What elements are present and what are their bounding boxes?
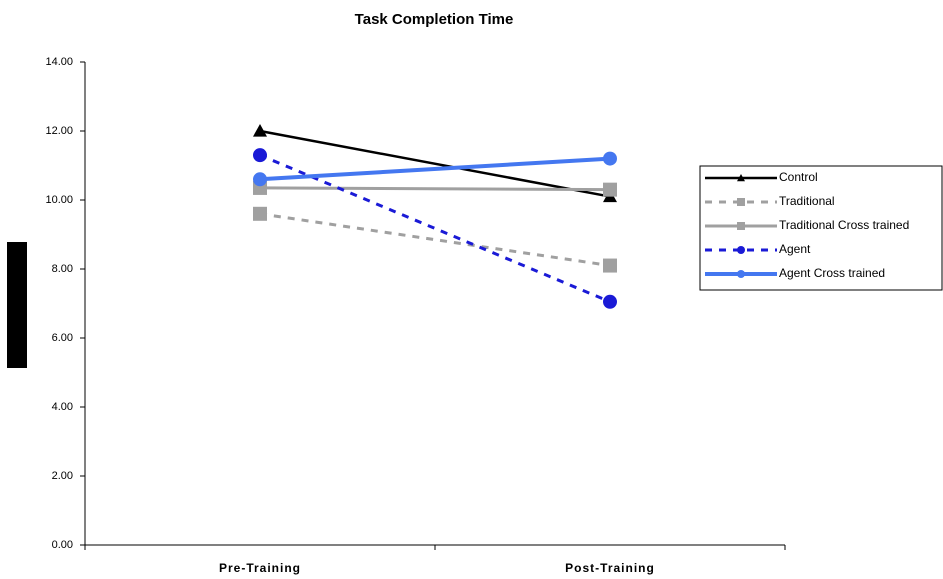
legend-marker — [737, 270, 745, 278]
data-point — [253, 148, 267, 163]
x-tick-label: Post-Training — [565, 561, 655, 575]
y-tick-label: 0.00 — [52, 539, 73, 551]
data-point — [603, 182, 617, 197]
data-point — [603, 294, 617, 309]
legend-marker — [737, 198, 745, 206]
y-tick-label: 6.00 — [52, 332, 73, 344]
legend-label: Control — [779, 170, 818, 184]
series-line — [259, 129, 611, 198]
series-line — [259, 186, 611, 192]
legend-label: Traditional Cross trained — [779, 218, 909, 232]
x-tick-label: Pre-Training — [219, 561, 301, 575]
data-point — [253, 172, 267, 187]
y-tick-label: 14.00 — [45, 56, 73, 68]
data-point — [253, 206, 267, 221]
series-line — [259, 212, 611, 268]
legend-marker — [737, 222, 745, 230]
legend-label: Traditional — [779, 194, 835, 208]
y-tick-label: 8.00 — [52, 263, 73, 275]
y-tick-label: 2.00 — [52, 470, 73, 482]
data-point — [603, 258, 617, 273]
legend-label: Agent — [779, 242, 811, 256]
legend-marker — [737, 174, 745, 182]
chart-title: Task Completion Time — [355, 11, 514, 28]
y-tick-label: 10.00 — [45, 194, 73, 206]
redacted-axis-label — [7, 242, 27, 368]
y-tick-label: 12.00 — [45, 125, 73, 137]
legend-label: Agent Cross trained — [779, 266, 885, 280]
data-point — [253, 124, 267, 137]
legend-marker — [737, 246, 745, 254]
y-tick-label: 4.00 — [52, 401, 73, 413]
data-point — [603, 151, 617, 166]
series-line — [259, 156, 611, 182]
